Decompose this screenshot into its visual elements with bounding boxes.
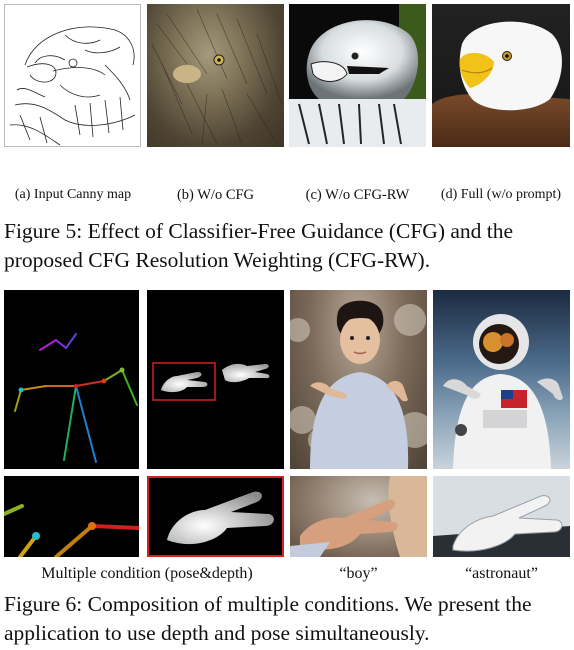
figure-5-caption: Figure 5: Effect of Classifier-Free Guid… — [4, 219, 514, 272]
subcaption-c: (c) W/o CFG-RW — [305, 187, 410, 203]
astronaut-result-image — [433, 290, 570, 469]
pose-skeleton-image — [4, 290, 139, 469]
eagle-without-cfg-image — [147, 4, 284, 147]
boy-crop-image — [290, 476, 427, 557]
subcaption-multiple-condition: Multiple condition (pose&depth) — [41, 565, 253, 582]
figure-6-caption: Figure 6: Composition of multiple condit… — [4, 592, 532, 645]
subcaption-d: (d) Full (w/o prompt) — [440, 187, 562, 202]
subcaption-a: (a) Input Canny map — [14, 187, 132, 202]
depth-map-image — [147, 290, 284, 469]
depth-map-crop-image — [147, 476, 284, 557]
subcaption-astronaut: “astronaut” — [465, 565, 538, 582]
subcaption-b: (b) W/o CFG — [176, 187, 255, 203]
boy-result-image — [290, 290, 427, 469]
eagle-full-image — [432, 4, 570, 147]
pose-skeleton-crop-image — [4, 476, 139, 557]
eagle-without-cfg-rw-image — [289, 4, 426, 147]
canny-edge-image — [4, 4, 141, 147]
astronaut-crop-image — [433, 476, 570, 557]
subcaption-boy: “boy” — [339, 565, 378, 582]
highlight-box — [152, 362, 216, 401]
